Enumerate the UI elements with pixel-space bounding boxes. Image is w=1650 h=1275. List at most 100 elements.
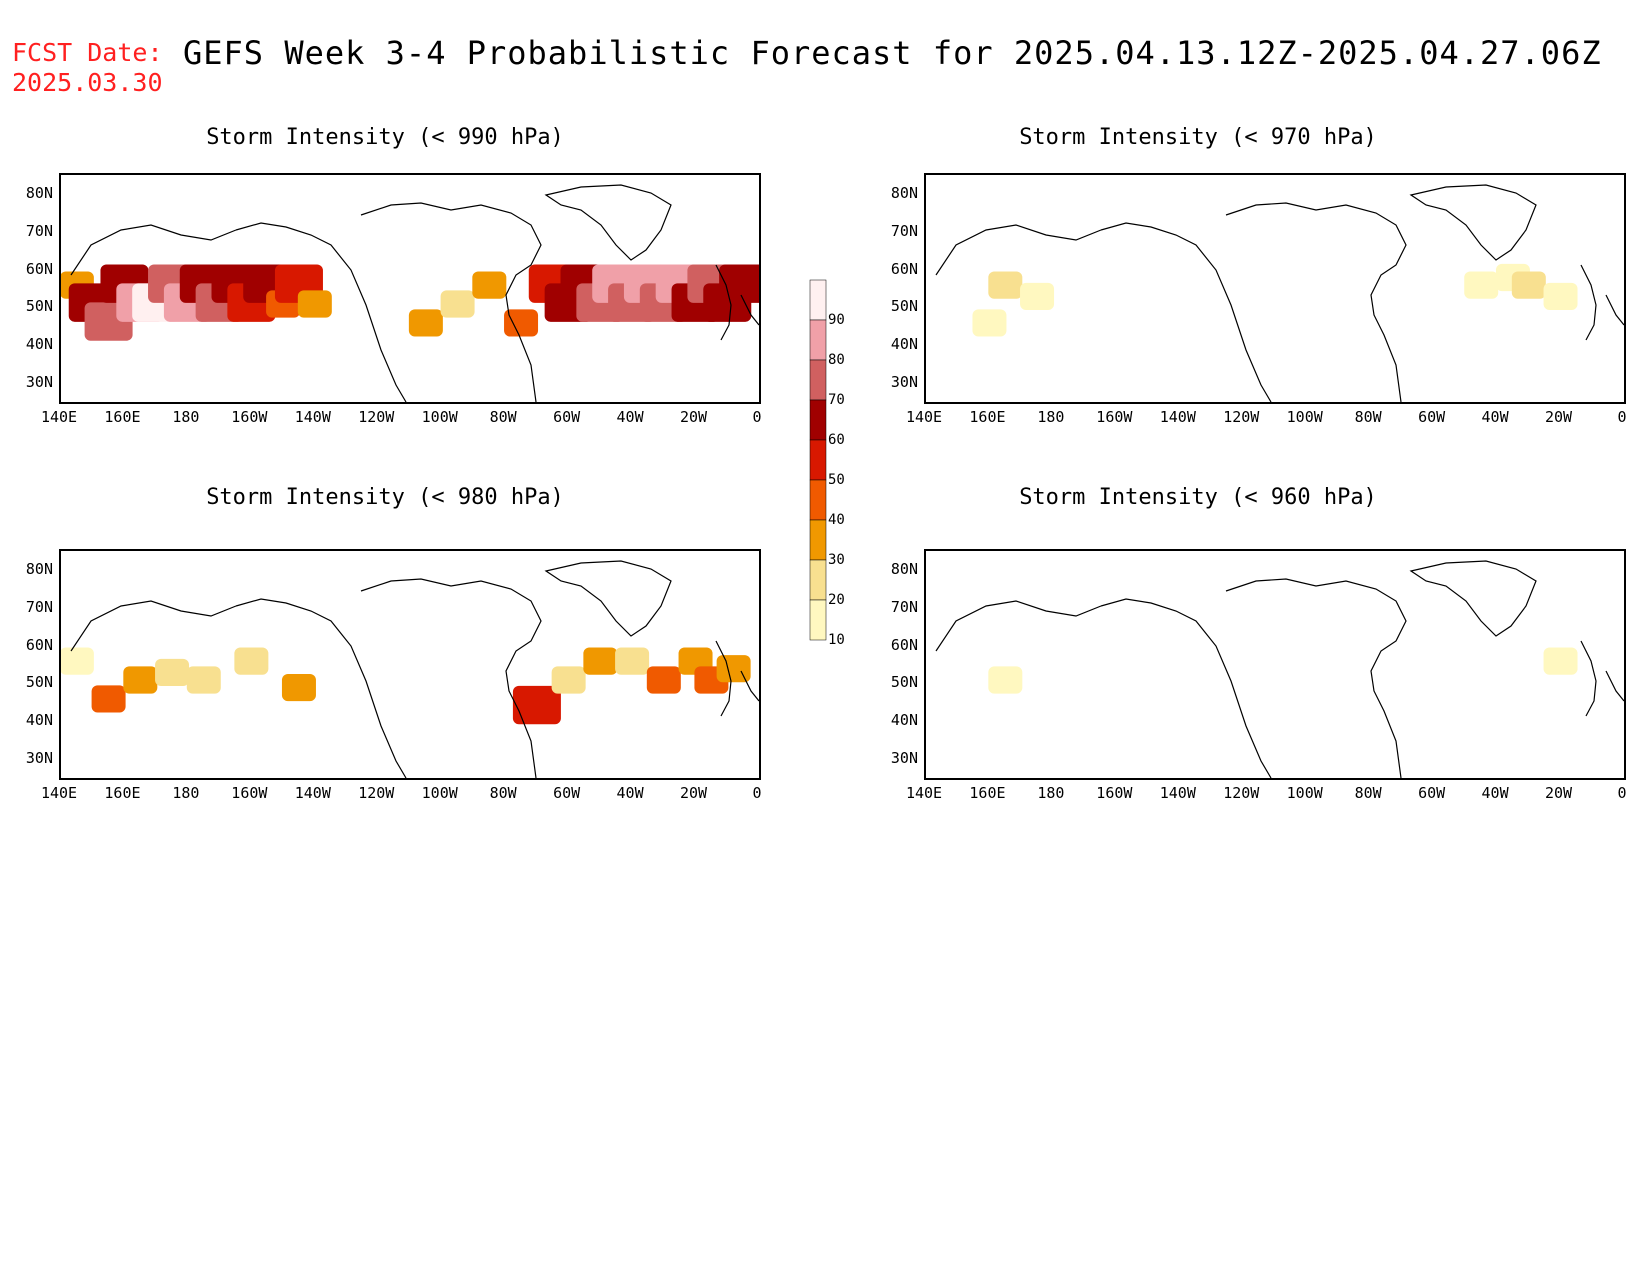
- lat-tick-label: 80N: [25, 183, 53, 202]
- colorbar-segment: [809, 479, 827, 521]
- lon-tick-label: 60W: [1418, 408, 1446, 426]
- prob-cell: [155, 658, 190, 687]
- colorbar-label: 40: [828, 512, 845, 528]
- lon-tick-label: 20W: [1544, 784, 1573, 802]
- lat-tick-label: 70N: [25, 597, 53, 616]
- lon-tick-label: 140E: [40, 408, 78, 426]
- forecast-date-label: FCST Date:: [12, 38, 163, 67]
- lon-tick-label: 180: [1037, 784, 1065, 802]
- colorbar-segment: [809, 439, 827, 481]
- lat-tick-label: 80N: [25, 559, 53, 578]
- lon-tick-label: 160W: [1096, 784, 1133, 802]
- lon-tick-label: 100W: [1286, 408, 1323, 426]
- lat-tick-label: 60N: [890, 635, 918, 654]
- lon-tick-label: 20W: [1544, 408, 1573, 426]
- lon-tick-label: 180: [172, 784, 200, 802]
- prob-cell: [646, 666, 681, 694]
- lon-tick-label: 40W: [616, 784, 644, 802]
- colorbar-label: 10: [828, 632, 845, 648]
- lat-tick-label: 70N: [890, 597, 918, 616]
- coastline: [1409, 560, 1537, 637]
- lon-tick-label: 40W: [1481, 408, 1509, 426]
- lon-tick-label: 100W: [1286, 784, 1323, 802]
- lon-tick-label: 140W: [294, 408, 331, 426]
- coastline: [1580, 264, 1597, 341]
- prob-cell: [440, 290, 475, 318]
- lon-tick-label: 140E: [40, 784, 78, 802]
- prob-cell: [988, 271, 1023, 299]
- lat-tick-label: 60N: [25, 635, 53, 654]
- lon-tick-label: 60W: [553, 784, 581, 802]
- page-title: GEFS Week 3-4 Probabilistic Forecast for…: [183, 34, 1602, 72]
- lon-tick-label: 160E: [104, 408, 141, 426]
- coastline: [360, 202, 542, 402]
- lon-tick-label: 100W: [421, 408, 458, 426]
- prob-cell: [408, 309, 443, 337]
- prob-cell: [61, 647, 94, 675]
- prob-cell: [551, 666, 586, 694]
- coastline: [360, 578, 542, 778]
- lon-tick-label: 160W: [1096, 408, 1133, 426]
- lon-tick-label: 140E: [905, 784, 943, 802]
- colorbar-label: 50: [828, 472, 845, 488]
- prob-cell: [234, 647, 269, 675]
- coastline: [740, 294, 759, 326]
- lat-tick-label: 80N: [890, 559, 918, 578]
- lon-tick-label: 0: [1617, 408, 1627, 426]
- map-panel-990: [59, 173, 761, 404]
- coastline: [1100, 222, 1272, 402]
- panel-title-960: Storm Intensity (< 960 hPa): [1019, 485, 1377, 510]
- lon-tick-label: 0: [1617, 784, 1627, 802]
- lon-tick-label: 100W: [421, 784, 458, 802]
- coastline: [70, 224, 237, 276]
- coastline: [715, 640, 732, 717]
- map-panel-970: [924, 173, 1626, 404]
- lon-tick-label: 60W: [553, 408, 581, 426]
- coastline: [1225, 202, 1407, 402]
- lon-tick-label: 0: [752, 784, 762, 802]
- lon-tick-label: 160E: [969, 784, 1006, 802]
- colorbar-label: 70: [828, 392, 845, 408]
- coastline: [235, 222, 407, 402]
- colorbar-label: 20: [828, 592, 845, 608]
- lat-tick-label: 80N: [890, 183, 918, 202]
- prob-cell: [1464, 271, 1499, 299]
- lat-tick-label: 40N: [25, 711, 53, 730]
- colorbar-segment: [809, 519, 827, 561]
- lon-tick-label: 120W: [1223, 408, 1260, 426]
- lon-tick-label: 140W: [1159, 408, 1196, 426]
- lon-tick-label: 40W: [1481, 784, 1509, 802]
- coastline: [1409, 184, 1537, 261]
- coastline: [544, 184, 672, 261]
- prob-cell: [281, 673, 316, 702]
- lon-tick-label: 160E: [104, 784, 141, 802]
- prob-cell: [583, 647, 618, 675]
- map-svg-980: [61, 560, 759, 778]
- prob-cell: [716, 655, 751, 683]
- lat-tick-label: 60N: [890, 259, 918, 278]
- lon-tick-label: 20W: [679, 784, 708, 802]
- lat-tick-label: 50N: [25, 297, 53, 316]
- lon-tick-label: 80W: [489, 784, 517, 802]
- prob-cell: [988, 666, 1023, 694]
- lat-tick-label: 70N: [25, 221, 53, 240]
- coastline: [235, 598, 407, 778]
- lat-tick-label: 40N: [25, 335, 53, 354]
- lon-tick-label: 80W: [489, 408, 517, 426]
- prob-cell: [1020, 282, 1055, 311]
- lat-tick-label: 30N: [25, 749, 53, 768]
- coastline: [544, 560, 672, 637]
- lat-tick-label: 30N: [890, 373, 918, 392]
- lon-tick-label: 160W: [231, 784, 268, 802]
- prob-cell: [1543, 282, 1578, 311]
- lon-tick-label: 180: [1037, 408, 1065, 426]
- coastline: [740, 670, 759, 702]
- lon-tick-label: 20W: [679, 408, 708, 426]
- colorbar-segment: [809, 599, 827, 641]
- map-svg-970: [935, 184, 1624, 402]
- map-svg-960: [935, 560, 1624, 778]
- map-panel-960: [924, 549, 1626, 780]
- coastline: [715, 264, 732, 341]
- lat-tick-label: 40N: [890, 335, 918, 354]
- prob-cell: [186, 666, 221, 694]
